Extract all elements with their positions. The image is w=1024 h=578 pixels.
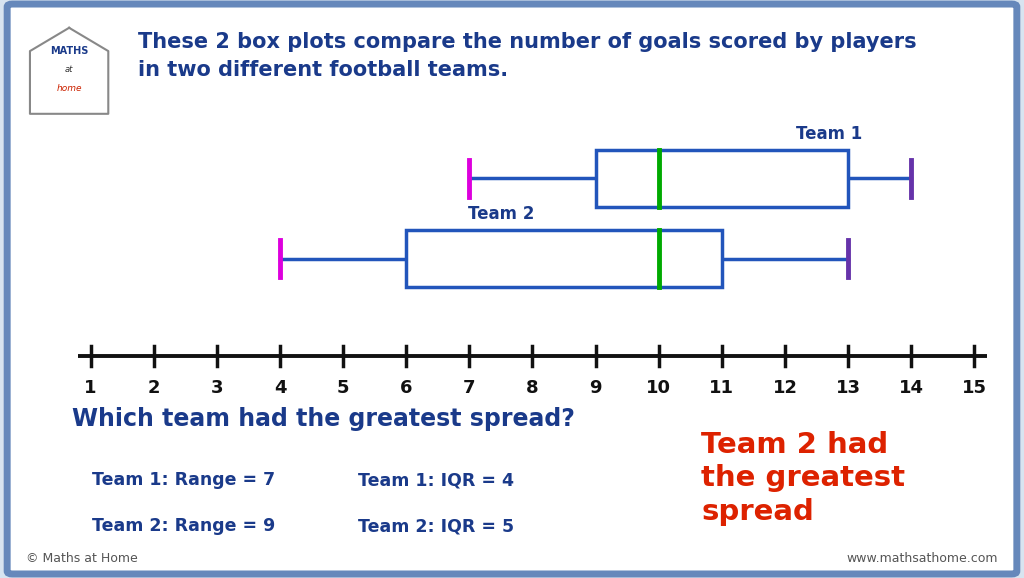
Text: Which team had the greatest spread?: Which team had the greatest spread? [72,407,574,432]
Text: 3: 3 [211,379,223,397]
Text: 8: 8 [526,379,539,397]
Bar [407,230,722,287]
Bar [596,150,848,207]
Text: Team 2 had
the greatest
spread: Team 2 had the greatest spread [701,431,905,525]
Text: 6: 6 [400,379,413,397]
Text: These 2 box plots compare the number of goals scored by players
in two different: These 2 box plots compare the number of … [138,32,916,80]
Text: 2: 2 [147,379,160,397]
Text: Team 2: Range = 9: Team 2: Range = 9 [92,517,275,535]
Text: 13: 13 [836,379,860,397]
Text: Team 2: IQR = 5: Team 2: IQR = 5 [358,517,514,535]
Text: 5: 5 [337,379,349,397]
Text: © Maths at Home: © Maths at Home [26,553,137,565]
Text: MATHS: MATHS [50,46,88,56]
Text: Team 2: Team 2 [468,205,535,223]
Text: 11: 11 [710,379,734,397]
Text: 10: 10 [646,379,671,397]
Text: 12: 12 [772,379,798,397]
Text: at: at [65,65,74,73]
Text: Team 1: Team 1 [796,125,862,143]
Text: Team 1: Range = 7: Team 1: Range = 7 [92,471,275,489]
Text: 7: 7 [463,379,475,397]
Text: 15: 15 [962,379,987,397]
Polygon shape [30,28,109,114]
Text: home: home [56,84,82,93]
Text: 4: 4 [273,379,287,397]
Text: 1: 1 [84,379,97,397]
Text: 14: 14 [899,379,924,397]
Text: www.mathsathome.com: www.mathsathome.com [847,553,998,565]
Text: Team 1: IQR = 4: Team 1: IQR = 4 [358,471,514,489]
Text: 9: 9 [590,379,602,397]
